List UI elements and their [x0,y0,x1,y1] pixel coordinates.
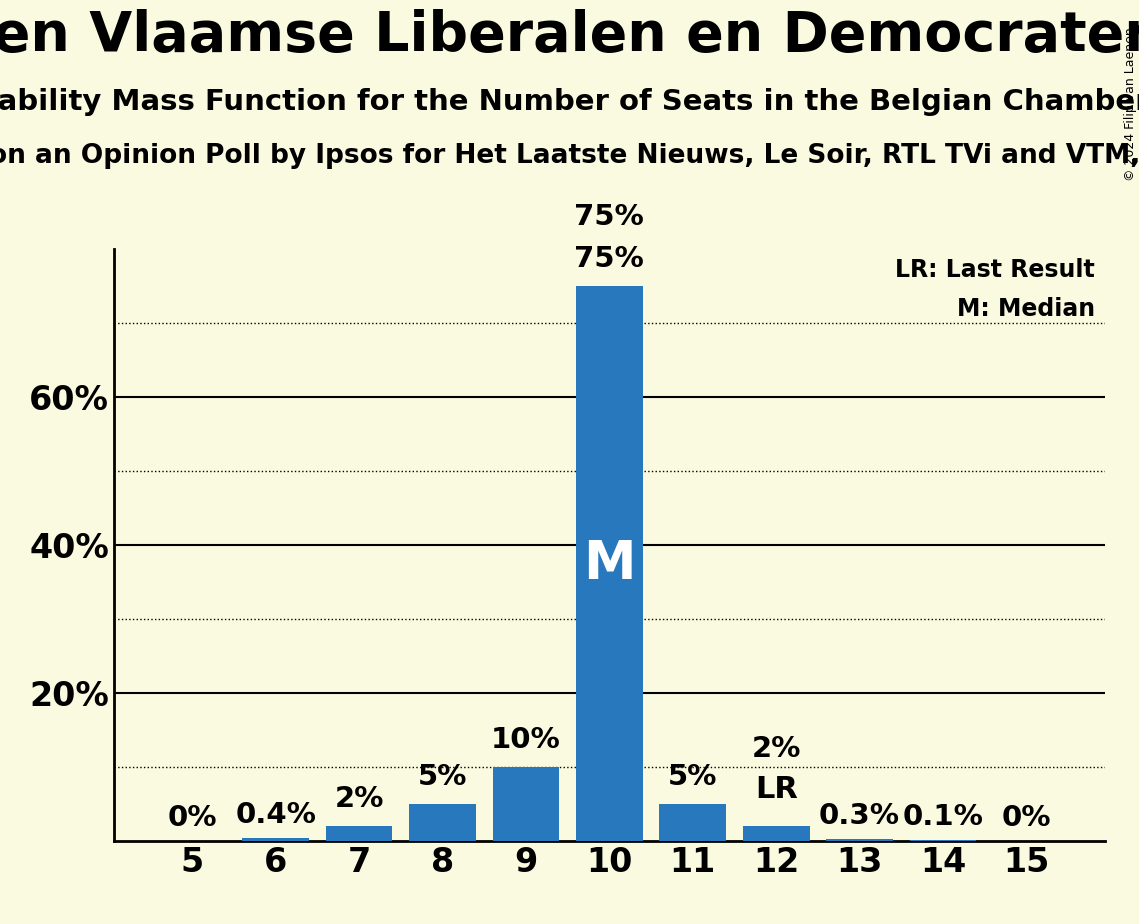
Text: 0%: 0% [1001,804,1051,832]
Text: on an Opinion Poll by Ipsos for Het Laatste Nieuws, Le Soir, RTL TVi and VTM, 25: on an Opinion Poll by Ipsos for Het Laat… [0,143,1139,169]
Text: 5%: 5% [418,762,467,791]
Text: 0%: 0% [167,804,218,832]
Text: 2%: 2% [752,736,801,763]
Text: © 2024 Filip van Laenen: © 2024 Filip van Laenen [1124,28,1137,181]
Bar [743,826,810,841]
Bar [659,804,727,841]
Bar [576,286,642,841]
Text: 75%: 75% [574,245,645,274]
Text: 2%: 2% [335,784,384,813]
Text: 0.3%: 0.3% [819,802,900,830]
Bar [409,804,476,841]
Text: 10%: 10% [491,725,560,754]
Text: LR: LR [755,775,797,804]
Bar [492,767,559,841]
Text: LR: Last Result: LR: Last Result [895,259,1095,283]
Text: M: M [583,538,636,590]
Text: 5%: 5% [669,762,718,791]
Text: 75%: 75% [574,203,645,231]
Text: Probability Mass Function for the Number of Seats in the Belgian Chamber: Probability Mass Function for the Number… [0,88,1139,116]
Text: 0.4%: 0.4% [236,801,317,829]
Bar [826,839,893,841]
Text: M: Median: M: Median [957,297,1095,321]
Text: 0.1%: 0.1% [902,803,983,832]
Bar [243,838,309,841]
Bar [326,826,393,841]
Text: Open Vlaamse Liberalen en Democraten: Open Vlaamse Liberalen en Democraten [0,9,1139,63]
